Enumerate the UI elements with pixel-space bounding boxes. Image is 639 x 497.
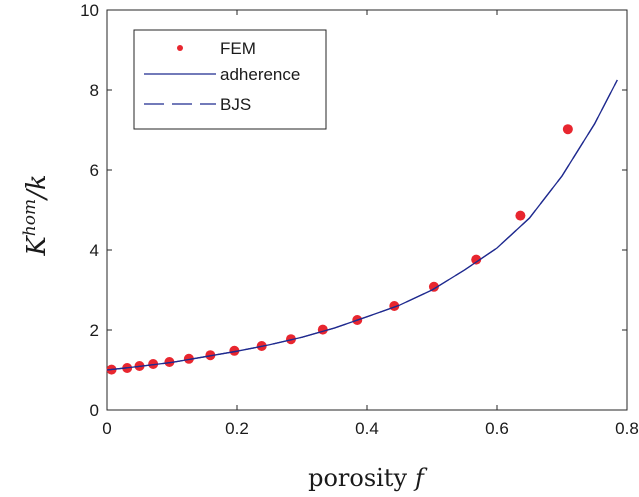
legend-fem-label: FEM	[220, 39, 256, 58]
y-tick-label: 0	[90, 401, 99, 420]
y-tick-label: 4	[90, 241, 99, 260]
y-axis-title: Khom/k	[20, 174, 52, 256]
legend-box	[133, 29, 327, 130]
x-tick-label: 0.6	[485, 419, 509, 438]
fem-point	[183, 353, 194, 364]
fem-point	[229, 345, 240, 356]
fem-point	[471, 254, 482, 265]
x-tick-label: 0.8	[615, 419, 639, 438]
fem-point	[148, 359, 159, 369]
x-tick-label: 0.2	[225, 419, 249, 438]
x-tick-label: 0.4	[355, 419, 379, 438]
fem-point	[562, 124, 573, 135]
x-axis-title: porosity f	[308, 464, 428, 492]
fem-point	[428, 281, 439, 292]
fem-point	[164, 357, 175, 367]
y-tick-label: 10	[80, 1, 99, 20]
x-tick-label: 0	[102, 419, 111, 438]
series	[106, 79, 618, 375]
legend-bjs-label: BJS	[220, 95, 251, 114]
legend: FEM adherence BJS	[133, 29, 327, 130]
bjs-line	[106, 79, 618, 371]
legend-fem-marker	[177, 45, 183, 51]
y-tick-label: 8	[90, 81, 99, 100]
ticks: 0 0.2 0.4 0.6 0.8 0 2 4 6 8 10	[80, 1, 639, 438]
y-tick-label: 2	[90, 321, 99, 340]
y-tick-label: 6	[90, 161, 99, 180]
fem-point	[515, 210, 526, 221]
fem-point	[317, 324, 328, 335]
legend-adherence-label: adherence	[220, 65, 300, 84]
